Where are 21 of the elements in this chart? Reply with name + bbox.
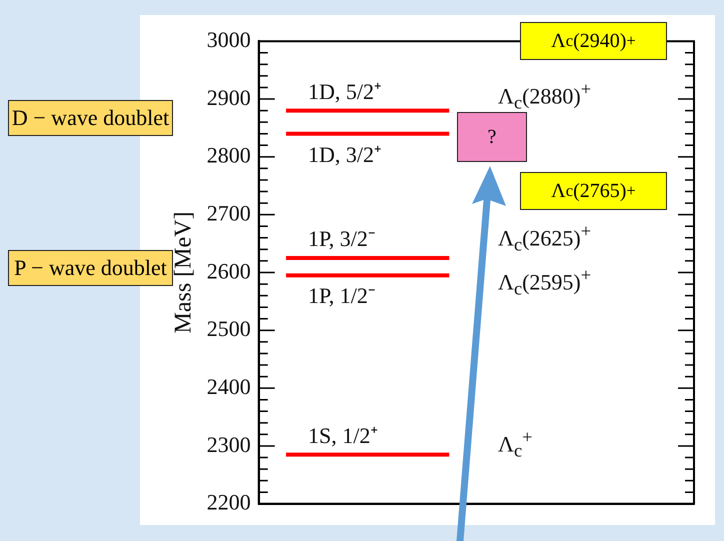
- text: D − wave doublet: [8, 100, 173, 136]
- y-tick-label: 2800: [206, 142, 251, 168]
- y-tick-label: 3000: [206, 26, 251, 52]
- annotation: 1P, 3/2⁻: [308, 226, 375, 252]
- y-tick-label: 2200: [206, 490, 251, 515]
- y-tick-label: 2600: [206, 258, 251, 284]
- text: P − wave doublet: [14, 255, 167, 280]
- y-tick-label: 2900: [206, 84, 251, 110]
- annotation: 1D, 5/2⁺: [308, 78, 381, 104]
- y-axis-title: Mass [MeV]: [170, 212, 197, 334]
- y-tick-label: 2300: [206, 432, 251, 457]
- annotation: ?: [457, 112, 527, 162]
- annotation: 1S, 1/2⁺: [308, 422, 378, 448]
- y-tick-label: 2700: [206, 200, 251, 226]
- annotation: Λ$_{c}$(2625)$^{+}$: [498, 221, 592, 255]
- annotation: 1P, 1/2⁻: [308, 283, 375, 308]
- annotation: 1D, 3/2⁺: [308, 142, 381, 167]
- y-tick-label: 2500: [206, 316, 251, 342]
- y-tick-label: 2400: [206, 374, 251, 399]
- annotation: Λ$_{c}$(2595)$^{+}$: [498, 265, 592, 299]
- annotation: Λ$_{c}$(2880)$^{+}$: [498, 79, 592, 113]
